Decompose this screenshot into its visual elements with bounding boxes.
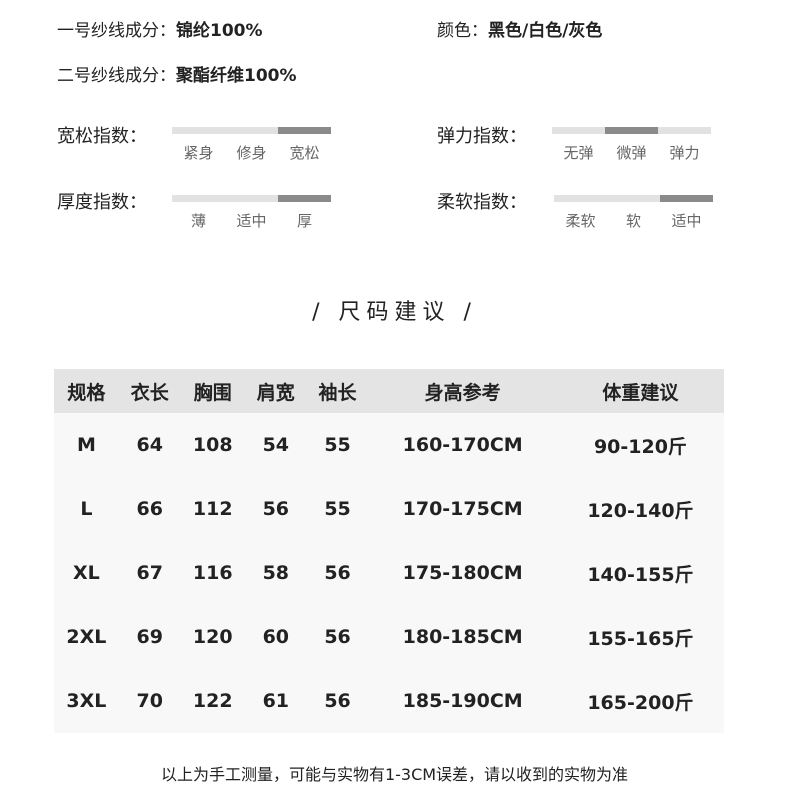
size-title: / 尺码建议 / — [312, 300, 477, 325]
spec-value: 黑色/白色/灰色 — [488, 21, 603, 41]
table-cell: L — [80, 498, 93, 520]
table-cell: 122 — [192, 690, 233, 712]
thickness-index-options: 薄 适中 厚 — [172, 210, 331, 231]
index-option: 微弹 — [616, 144, 647, 162]
table-cell: 155-165斤 — [587, 627, 694, 650]
table-row: XL 67 116 58 56 175-180CM 140-155斤 — [54, 541, 724, 605]
index-option: 紧身 — [183, 144, 214, 162]
thickness-index-label: 厚度指数： — [57, 192, 147, 213]
index-option: 薄 — [190, 212, 206, 230]
table-cell: 56 — [262, 498, 290, 520]
table-cell: M — [76, 434, 96, 456]
table-cell: 90-120斤 — [593, 435, 687, 458]
bar-segment — [660, 195, 713, 202]
table-cell: XL — [73, 562, 100, 584]
table-row: 3XL 70 122 61 56 185-190CM 165-200斤 — [54, 669, 724, 733]
bar-segment — [554, 195, 607, 202]
index-option: 软 — [625, 212, 641, 230]
table-cell: 108 — [192, 434, 233, 456]
index-option: 弹力 — [669, 144, 700, 162]
table-row: L 66 112 56 55 170-175CM 120-140斤 — [54, 477, 724, 541]
looseness-index-options: 紧身 修身 宽松 — [172, 142, 331, 163]
table-cell: 58 — [262, 562, 290, 584]
bar-segment — [552, 127, 605, 134]
table-cell: 55 — [324, 498, 351, 520]
table-cell: 120-140斤 — [587, 499, 694, 522]
spec-yarn2: 二号纱线成分：聚酯纤维100% — [57, 61, 297, 86]
column-header: 肩宽 — [244, 369, 307, 413]
table-cell: 55 — [324, 434, 351, 456]
column-header: 衣长 — [118, 369, 181, 413]
table-cell: 67 — [136, 562, 163, 584]
bar-segment — [225, 195, 278, 202]
elasticity-index-label: 弹力指数： — [437, 126, 527, 147]
table-cell: 140-155斤 — [587, 563, 694, 586]
index-option: 厚 — [296, 212, 312, 230]
column-header: 袖长 — [306, 369, 369, 413]
thickness-index-bar — [172, 195, 331, 202]
spec-label: 二号纱线成分： — [57, 66, 176, 86]
bar-segment — [172, 127, 225, 134]
table-cell: 170-175CM — [402, 498, 523, 520]
index-option: 修身 — [236, 144, 267, 162]
index-option: 适中 — [671, 212, 702, 230]
table-cell: 70 — [136, 690, 163, 712]
looseness-index-bar — [172, 127, 331, 134]
bar-segment — [278, 127, 331, 134]
table-cell: 112 — [192, 498, 233, 520]
table-cell: 160-170CM — [402, 434, 523, 456]
spec-label: 一号纱线成分： — [57, 21, 176, 41]
index-option: 无弹 — [563, 144, 594, 162]
spec-color: 颜色：黑色/白色/灰色 — [437, 16, 602, 41]
index-option: 宽松 — [289, 144, 320, 162]
column-header: 胸围 — [180, 369, 245, 413]
table-row: 2XL 69 120 60 56 180-185CM 155-165斤 — [54, 605, 724, 669]
size-table: 规格 衣长 胸围 肩宽 袖长 身高参考 体重建议 M 64 108 54 55 160-170CM 90… — [54, 369, 724, 733]
table-cell: 69 — [136, 626, 163, 648]
table-header-row: 规格 衣长 胸围 肩宽 袖长 身高参考 体重建议 — [54, 369, 724, 413]
table-cell: 56 — [324, 562, 351, 584]
elasticity-index-bar — [552, 127, 711, 134]
spec-label: 颜色： — [437, 21, 488, 41]
column-header: 体重建议 — [556, 369, 724, 413]
table-cell: 56 — [324, 690, 351, 712]
bar-segment — [172, 195, 225, 202]
table-cell: 2XL — [66, 626, 107, 648]
spec-value: 聚酯纤维100% — [176, 66, 297, 86]
bar-segment — [225, 127, 278, 134]
softness-index-bar — [554, 195, 713, 202]
table-cell: 56 — [324, 626, 351, 648]
column-header: 身高参考 — [368, 369, 557, 413]
table-cell: 180-185CM — [402, 626, 523, 648]
table-cell: 54 — [262, 434, 290, 456]
table-cell: 116 — [192, 562, 233, 584]
softness-index-label: 柔软指数： — [437, 192, 527, 213]
bar-segment — [605, 127, 658, 134]
column-header: 规格 — [54, 369, 119, 413]
measurement-note: 以上为手工测量，可能与实物有1-3CM误差，请以收到的实物为准 — [160, 765, 629, 784]
index-option: 适中 — [236, 212, 267, 230]
softness-index-options: 柔软 软 适中 — [554, 210, 713, 231]
table-row: M 64 108 54 55 160-170CM 90-120斤 — [54, 413, 724, 477]
bar-segment — [607, 195, 660, 202]
table-cell: 64 — [136, 434, 163, 456]
table-cell: 3XL — [66, 690, 107, 712]
index-option: 柔软 — [565, 212, 596, 230]
spec-yarn1: 一号纱线成分：锦纶100% — [57, 16, 263, 41]
table-cell: 175-180CM — [402, 562, 523, 584]
table-cell: 60 — [262, 626, 290, 648]
bar-segment — [658, 127, 711, 134]
bar-segment — [278, 195, 331, 202]
table-cell: 66 — [136, 498, 163, 520]
table-cell: 185-190CM — [402, 690, 523, 712]
looseness-index-label: 宽松指数： — [57, 126, 147, 147]
table-cell: 120 — [192, 626, 233, 648]
table-cell: 165-200斤 — [587, 691, 694, 714]
elasticity-index-options: 无弹 微弹 弹力 — [552, 142, 711, 163]
table-cell: 61 — [262, 690, 290, 712]
spec-value: 锦纶100% — [176, 21, 263, 41]
